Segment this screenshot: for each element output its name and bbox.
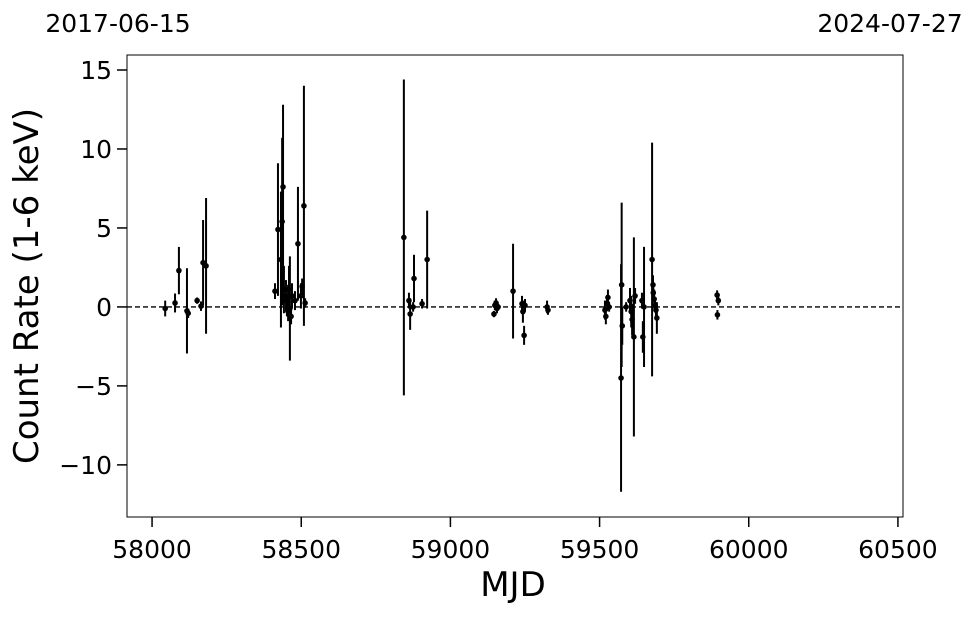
data-point — [510, 288, 516, 294]
data-point — [714, 312, 721, 318]
data-point — [302, 300, 308, 306]
y-tick-label: 15 — [80, 56, 112, 85]
x-axis-label: MJD — [480, 565, 546, 605]
data-point — [618, 375, 624, 381]
x-tick-label: 60000 — [709, 535, 789, 564]
data-point — [407, 311, 413, 317]
x-tick-label: 60500 — [858, 535, 938, 564]
data-point — [176, 267, 182, 274]
y-tick-label: −5 — [75, 372, 112, 401]
data-point — [619, 323, 626, 329]
data-point — [603, 313, 609, 320]
data-point — [289, 293, 295, 299]
data-point — [605, 294, 611, 301]
data-point — [632, 293, 638, 299]
x-tick-label: 58000 — [112, 535, 192, 564]
data-point — [419, 300, 425, 307]
y-tick-label: 0 — [96, 293, 112, 322]
y-tick-label: 10 — [80, 135, 112, 164]
x-tick-label: 59500 — [560, 535, 640, 564]
x-tick-label: 58500 — [261, 535, 341, 564]
data-point — [194, 297, 200, 304]
data-point — [203, 263, 209, 269]
data-point — [401, 234, 407, 241]
data-point — [649, 256, 655, 263]
data-point — [650, 282, 656, 288]
data-point — [295, 240, 301, 247]
data-point — [491, 311, 497, 317]
x-tick-label: 59000 — [411, 535, 491, 564]
data-point — [641, 304, 647, 310]
data-point — [623, 304, 629, 310]
data-point — [411, 275, 417, 282]
data-point — [288, 313, 294, 320]
data-point — [545, 307, 551, 313]
y-axis-label: Count Rate (1-6 keV) — [7, 108, 47, 464]
data-point — [495, 304, 501, 310]
data-point — [292, 297, 298, 304]
data-point — [162, 305, 168, 312]
data-point — [298, 293, 304, 299]
data-point — [185, 310, 191, 317]
data-point — [280, 184, 286, 190]
data-point — [606, 304, 612, 310]
data-point — [715, 297, 722, 304]
data-point — [275, 226, 281, 233]
data-point — [172, 300, 178, 306]
end-date: 2024-07-27 — [817, 9, 962, 38]
data-point — [272, 288, 278, 294]
start-date: 2017-06-15 — [45, 9, 190, 38]
data-point — [424, 256, 430, 263]
data-point — [522, 302, 528, 309]
y-tick-label: 5 — [96, 214, 112, 243]
plot-frame — [126, 54, 904, 518]
data-point — [410, 304, 416, 310]
data-point — [654, 315, 660, 321]
data-point — [301, 203, 307, 209]
data-point — [521, 332, 527, 339]
y-tick-label: −10 — [59, 451, 112, 480]
data-point — [631, 334, 637, 340]
data-point — [618, 282, 625, 288]
